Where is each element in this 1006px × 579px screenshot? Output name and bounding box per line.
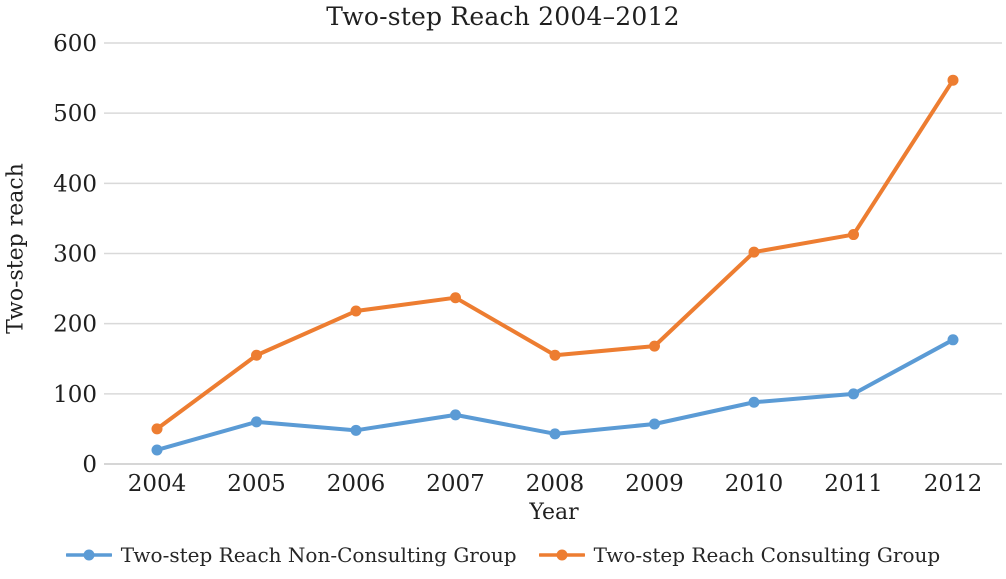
series-marker-1	[549, 349, 561, 361]
series-marker-1	[748, 246, 760, 258]
series-marker-0	[251, 416, 262, 428]
y-tick-label: 500	[53, 101, 97, 127]
x-tick-label: 2012	[924, 471, 983, 497]
y-tick-label: 100	[53, 382, 97, 408]
x-tick-label: 2006	[327, 471, 386, 497]
x-tick-label: 2007	[426, 471, 485, 497]
legend: Two-step Reach Non-Consulting Group Two-s…	[0, 543, 1006, 567]
y-tick-label: 400	[53, 171, 97, 197]
series-marker-1	[350, 305, 362, 317]
series-line-1	[155, 78, 955, 431]
legend-item-1: Two-step Reach Consulting Group	[538, 543, 941, 567]
series-marker-1	[251, 349, 262, 361]
legend-label: Two-step Reach Non-Consulting Group	[120, 543, 517, 567]
series-marker-0	[450, 409, 461, 421]
series-marker-1	[848, 229, 859, 241]
x-tick-label: 2010	[725, 471, 784, 497]
y-tick-label: 600	[53, 31, 97, 57]
x-axis-title: Year	[529, 500, 579, 525]
series-marker-1	[450, 292, 461, 304]
x-tick-label: 2008	[526, 471, 585, 497]
x-tick-label: 2009	[625, 471, 684, 497]
legend-label: Two-step Reach Consulting Group	[593, 543, 941, 567]
x-tick-label: 2005	[227, 471, 286, 497]
series-marker-0	[947, 334, 959, 346]
series-marker-0	[649, 418, 660, 430]
x-tick-label: 2004	[128, 471, 187, 497]
series-marker-1	[151, 423, 163, 435]
series-marker-0	[848, 388, 859, 400]
series-marker-0	[748, 396, 760, 408]
series-marker-0	[151, 444, 163, 456]
x-tick-label: 2011	[824, 471, 883, 497]
series-marker-0	[350, 424, 362, 436]
legend-line-marker-icon	[538, 549, 585, 561]
y-tick-label: 0	[82, 452, 97, 478]
y-tick-label: 300	[53, 242, 97, 268]
series-marker-1	[649, 340, 660, 352]
legend-line-marker-icon	[65, 549, 112, 561]
legend-item-0: Two-step Reach Non-Consulting Group	[65, 543, 517, 567]
y-tick-label: 200	[53, 312, 97, 338]
series-marker-1	[947, 74, 959, 86]
series-marker-0	[549, 428, 561, 440]
chart-title: Two-step Reach 2004–2012	[326, 2, 680, 31]
